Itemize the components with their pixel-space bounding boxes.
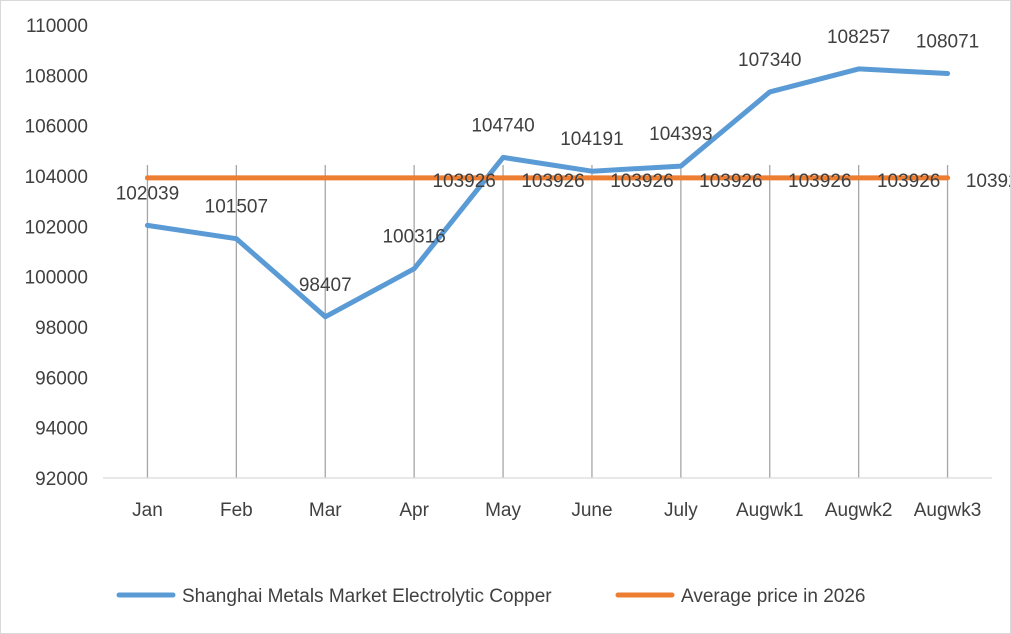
x-tick-label: Apr — [399, 500, 429, 521]
y-tick-label: 98000 — [35, 318, 88, 339]
x-tick-label: Augwk3 — [914, 500, 982, 521]
average-data-label: 103926 — [432, 171, 495, 192]
grid-lines — [146, 165, 949, 478]
average-data-label: 103926 — [521, 171, 584, 192]
average-data-label: 103926 — [610, 171, 673, 192]
x-tick-label: Augwk1 — [736, 500, 804, 521]
y-tick-label: 96000 — [35, 368, 88, 389]
axes: 92000 94000 96000 98000 100000 102000 104000 10… — [25, 16, 992, 521]
legend-entry-label: Average price in 2026 — [681, 586, 866, 607]
legend-entry-label: Shanghai Metals Market Electrolytic Copp… — [182, 586, 552, 607]
data-labels: 102039 101507 98407 100316 104740 104191 10439… — [116, 27, 1010, 296]
x-tick-label: Jan — [132, 500, 163, 521]
legend: Shanghai Metals Market Electrolytic Copp… — [116, 586, 866, 607]
y-tick-label: 94000 — [35, 419, 88, 440]
x-tick-label: July — [664, 500, 698, 521]
y-tick-label: 110000 — [26, 16, 88, 37]
copper-data-label: 108257 — [827, 27, 890, 48]
copper-data-label: 102039 — [116, 183, 179, 204]
average-data-label: 103926 — [699, 171, 762, 192]
x-tick-label: Mar — [309, 500, 342, 521]
y-tick-label: 106000 — [25, 117, 88, 138]
copper-price-line — [144, 66, 951, 320]
copper-data-label: 104191 — [560, 129, 623, 150]
average-data-label: 103926 — [788, 171, 851, 192]
y-tick-label: 104000 — [25, 167, 88, 188]
copper-data-label: 101507 — [205, 197, 268, 218]
copper-data-label: 107340 — [738, 50, 801, 71]
x-tick-label: Feb — [220, 500, 253, 521]
x-tick-label: Augwk2 — [825, 500, 893, 521]
x-tick-label: June — [571, 500, 612, 521]
copper-data-label: 104740 — [471, 115, 534, 136]
copper-data-label: 108071 — [916, 32, 979, 53]
series-lines — [144, 66, 951, 320]
y-tick-label: 108000 — [25, 66, 88, 87]
copper-data-label: 98407 — [299, 275, 352, 296]
y-tick-label: 102000 — [25, 217, 88, 238]
copper-data-label: 104393 — [649, 124, 712, 145]
y-tick-label: 92000 — [35, 469, 88, 490]
y-tick-label: 100000 — [25, 268, 88, 289]
x-tick-label: May — [485, 500, 521, 521]
average-data-label: 103926 — [877, 171, 940, 192]
average-data-label: 103926 — [966, 171, 1010, 192]
copper-data-label: 100316 — [382, 227, 445, 248]
